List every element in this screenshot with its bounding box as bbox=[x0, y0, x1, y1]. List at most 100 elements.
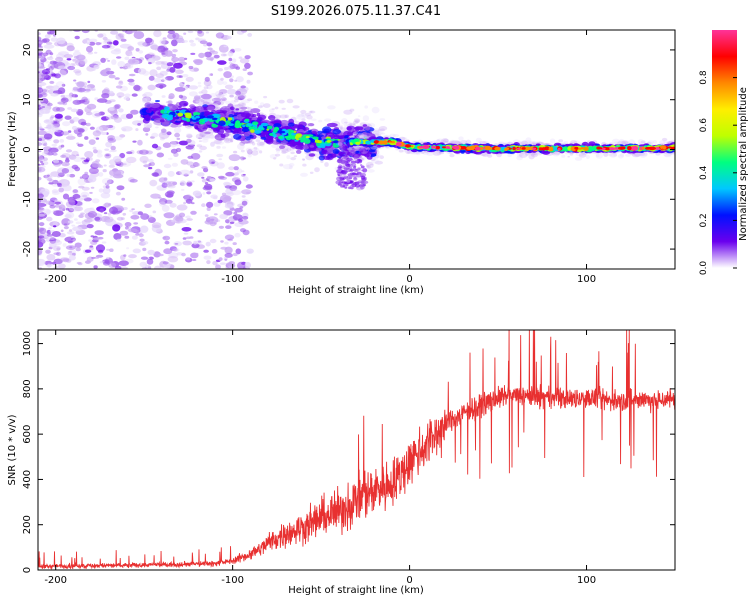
heatmap-cell bbox=[40, 77, 45, 81]
heatmap-cell bbox=[116, 216, 124, 221]
heatmap-cell bbox=[130, 109, 139, 115]
heatmap-cell bbox=[659, 140, 666, 145]
heatmap-cell bbox=[39, 161, 44, 163]
heatmap-cell bbox=[304, 112, 312, 117]
heatmap-cell bbox=[209, 238, 217, 244]
heatmap-cell bbox=[133, 84, 141, 91]
heatmap-cell bbox=[126, 113, 133, 119]
heatmap-cell bbox=[161, 77, 168, 82]
heatmap-cell bbox=[38, 206, 41, 210]
heatmap-cell bbox=[108, 74, 116, 79]
heatmap-cell bbox=[96, 98, 108, 103]
heatmap-cell bbox=[56, 182, 62, 186]
heatmap-cell bbox=[49, 237, 57, 244]
heatmap-cell bbox=[142, 247, 147, 252]
heatmap-cell bbox=[166, 62, 174, 67]
heatmap-cell bbox=[194, 125, 199, 129]
heatmap-cell bbox=[549, 138, 556, 144]
heatmap-cell bbox=[233, 166, 239, 171]
heatmap-cell bbox=[222, 97, 227, 101]
heatmap-cell bbox=[234, 179, 242, 186]
heatmap-cell bbox=[142, 241, 149, 245]
heatmap-cell bbox=[207, 115, 214, 119]
heatmap-cell bbox=[169, 246, 177, 252]
heatmap-cell bbox=[346, 126, 352, 131]
heatmap-cell bbox=[225, 266, 231, 269]
heatmap-cell bbox=[118, 260, 129, 267]
heatmap-cell bbox=[48, 88, 55, 95]
heatmap-cell bbox=[159, 137, 165, 141]
heatmap-cell bbox=[217, 199, 223, 204]
heatmap-cell bbox=[153, 77, 162, 83]
heatmap-cell bbox=[247, 141, 254, 145]
heatmap-cell bbox=[192, 259, 197, 261]
heatmap-cell bbox=[68, 250, 73, 253]
heatmap-cell bbox=[207, 118, 212, 121]
heatmap-cell bbox=[156, 66, 162, 71]
heatmap-cell bbox=[49, 80, 55, 84]
heatmap-cell bbox=[172, 49, 178, 53]
heatmap-cell bbox=[187, 180, 191, 183]
heatmap-cell bbox=[191, 242, 200, 249]
heatmap-cell bbox=[174, 132, 181, 138]
heatmap-cell bbox=[380, 128, 385, 132]
heatmap-cell bbox=[107, 135, 116, 141]
heatmap-cell bbox=[181, 82, 185, 84]
heatmap-cell bbox=[210, 59, 214, 62]
heatmap-cell bbox=[88, 139, 96, 146]
heatmap-cell bbox=[106, 70, 115, 75]
heatmap-cell bbox=[567, 155, 570, 158]
heatmap-cell bbox=[72, 86, 79, 91]
heatmap-cell bbox=[63, 54, 74, 59]
heatmap-cell bbox=[225, 171, 235, 177]
heatmap-cell bbox=[204, 135, 211, 139]
heatmap-cell bbox=[429, 141, 434, 144]
heatmap-cell bbox=[338, 139, 344, 143]
heatmap-cell bbox=[290, 157, 297, 161]
heatmap-cell bbox=[91, 67, 96, 72]
heatmap-cell bbox=[190, 180, 195, 183]
heatmap-cell bbox=[73, 69, 82, 74]
heatmap-cell bbox=[165, 76, 174, 81]
heatmap-cell bbox=[52, 210, 57, 214]
heatmap-cell bbox=[155, 126, 159, 129]
heatmap-cell bbox=[74, 70, 82, 76]
heatmap-cell bbox=[139, 149, 149, 155]
heatmap-cell bbox=[175, 69, 184, 75]
heatmap-cell bbox=[203, 255, 212, 260]
heatmap-cell bbox=[81, 96, 88, 103]
heatmap-cell bbox=[225, 138, 230, 142]
heatmap-cell bbox=[56, 247, 61, 251]
heatmap-cell bbox=[94, 97, 99, 101]
heatmap-cell bbox=[223, 181, 231, 186]
heatmap-cell bbox=[188, 65, 194, 70]
heatmap-cell bbox=[67, 199, 76, 206]
heatmap-cell bbox=[218, 176, 227, 180]
heatmap-cell bbox=[199, 136, 206, 139]
heatmap-cell bbox=[92, 146, 97, 150]
heatmap-cell bbox=[142, 70, 150, 76]
heatmap-cell bbox=[158, 197, 162, 199]
heatmap-cell bbox=[247, 71, 254, 76]
heatmap-cell bbox=[45, 42, 53, 45]
heatmap-cell bbox=[122, 65, 128, 70]
heatmap-cell bbox=[109, 248, 114, 252]
heatmap-cell bbox=[206, 191, 212, 195]
heatmap-cell bbox=[68, 229, 73, 232]
heatmap-cell bbox=[202, 133, 208, 139]
heatmap-cell bbox=[234, 232, 241, 238]
heatmap-cell bbox=[162, 142, 172, 148]
heatmap-cell bbox=[162, 37, 167, 40]
heatmap-cell bbox=[140, 225, 149, 233]
heatmap-cell bbox=[354, 119, 360, 124]
heatmap-cell bbox=[74, 242, 82, 248]
heatmap-cell bbox=[101, 93, 110, 99]
heatmap-cell bbox=[38, 236, 42, 239]
heatmap-cell bbox=[202, 135, 211, 140]
heatmap-cell bbox=[324, 118, 332, 122]
heatmap-cell bbox=[47, 177, 53, 182]
heatmap-cell bbox=[60, 144, 65, 148]
heatmap-cell bbox=[234, 106, 238, 109]
heatmap-cell bbox=[151, 222, 162, 229]
heatmap-cell bbox=[137, 123, 142, 126]
